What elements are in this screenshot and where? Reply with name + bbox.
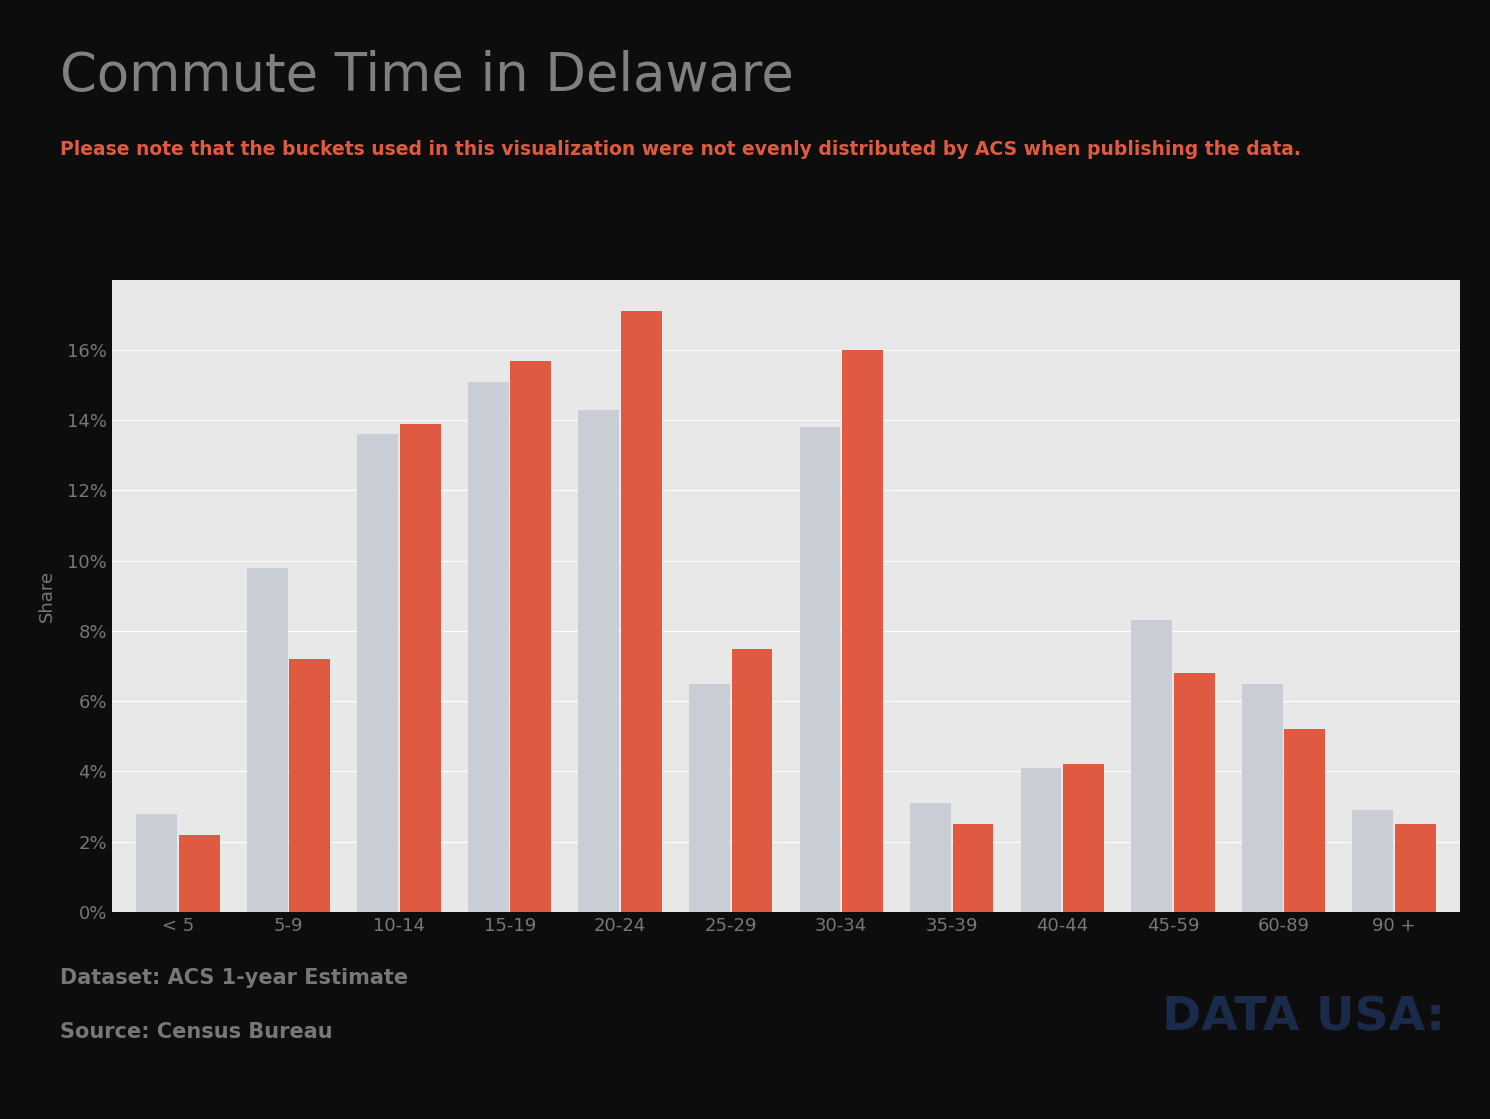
Text: Source: Census Bureau: Source: Census Bureau [60,1022,332,1042]
Bar [800,427,840,912]
Bar [578,410,620,912]
Bar [137,814,177,912]
Text: DATA USA:: DATA USA: [1162,996,1445,1041]
Bar [1241,684,1283,912]
Bar [688,684,730,912]
Bar [468,382,508,912]
Bar [910,803,951,912]
Bar [952,825,994,912]
Y-axis label: Share: Share [37,570,55,622]
Bar [1131,620,1173,912]
Bar [732,649,772,912]
Bar [1351,810,1393,912]
Bar [842,350,884,912]
Bar [1064,764,1104,912]
Bar [399,424,441,912]
Bar [289,659,331,912]
Text: Commute Time in Delaware: Commute Time in Delaware [60,50,793,102]
Bar [179,835,221,912]
Bar [1174,674,1214,912]
Text: Dataset: ACS 1-year Estimate: Dataset: ACS 1-year Estimate [60,968,408,988]
Bar [621,311,662,912]
Bar [247,567,288,912]
Bar [1395,825,1435,912]
Bar [1021,768,1061,912]
Bar [358,434,398,912]
Text: Please note that the buckets used in this visualization were not evenly distribu: Please note that the buckets used in thi… [60,140,1301,159]
Bar [511,360,551,912]
Bar [1284,730,1325,912]
